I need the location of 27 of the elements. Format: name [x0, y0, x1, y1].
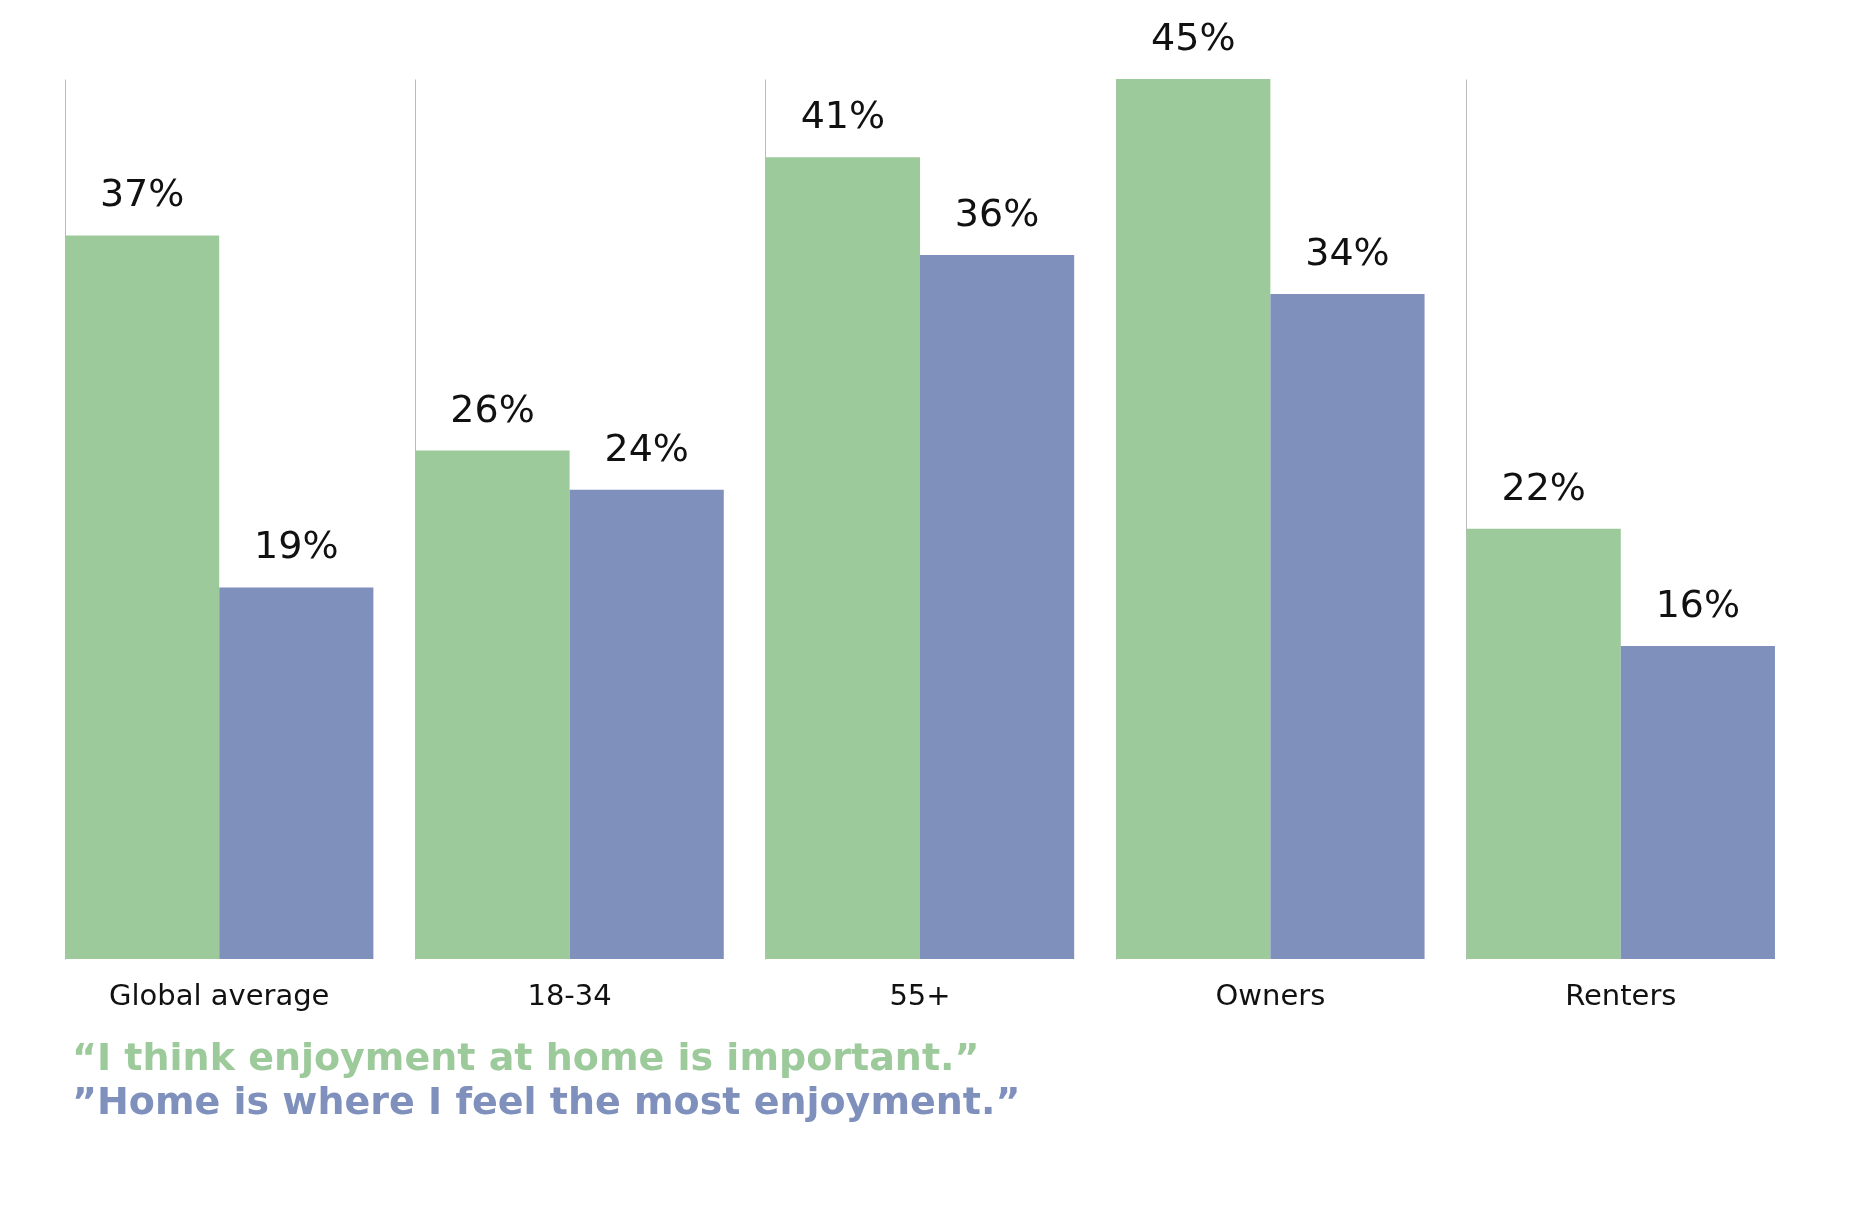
data-label: 37%: [99, 171, 185, 216]
data-label: 22%: [1501, 464, 1586, 509]
series-label: “I think enjoyment at home is important.”: [72, 1035, 980, 1079]
bar: [1116, 79, 1271, 959]
data-label: 24%: [604, 425, 689, 470]
data-label: 45%: [1151, 15, 1236, 59]
data-label: 26%: [450, 386, 535, 431]
bar: [765, 157, 920, 959]
data-label: 41%: [800, 93, 886, 138]
data-label: 36%: [954, 191, 1040, 235]
bar: [219, 587, 374, 959]
bar: [415, 450, 570, 959]
x-tick-label: 55+: [889, 977, 951, 1012]
bar: [1270, 294, 1425, 959]
x-tick-label: Owners: [1215, 977, 1326, 1012]
data-label: 19%: [254, 523, 339, 568]
bar: [569, 489, 724, 959]
bar: [1466, 528, 1621, 959]
bar: [65, 235, 220, 959]
bar: [1620, 646, 1775, 959]
bar: [920, 255, 1075, 959]
data-label: 34%: [1305, 230, 1390, 275]
x-tick-label: Global average: [108, 977, 330, 1012]
x-tick-label: Renters: [1565, 977, 1677, 1012]
data-label: 16%: [1655, 582, 1741, 627]
x-tick-label: 18-34: [527, 977, 612, 1012]
text: ”Home is where I feel the most enjoyment.”: [72, 1079, 1021, 1123]
